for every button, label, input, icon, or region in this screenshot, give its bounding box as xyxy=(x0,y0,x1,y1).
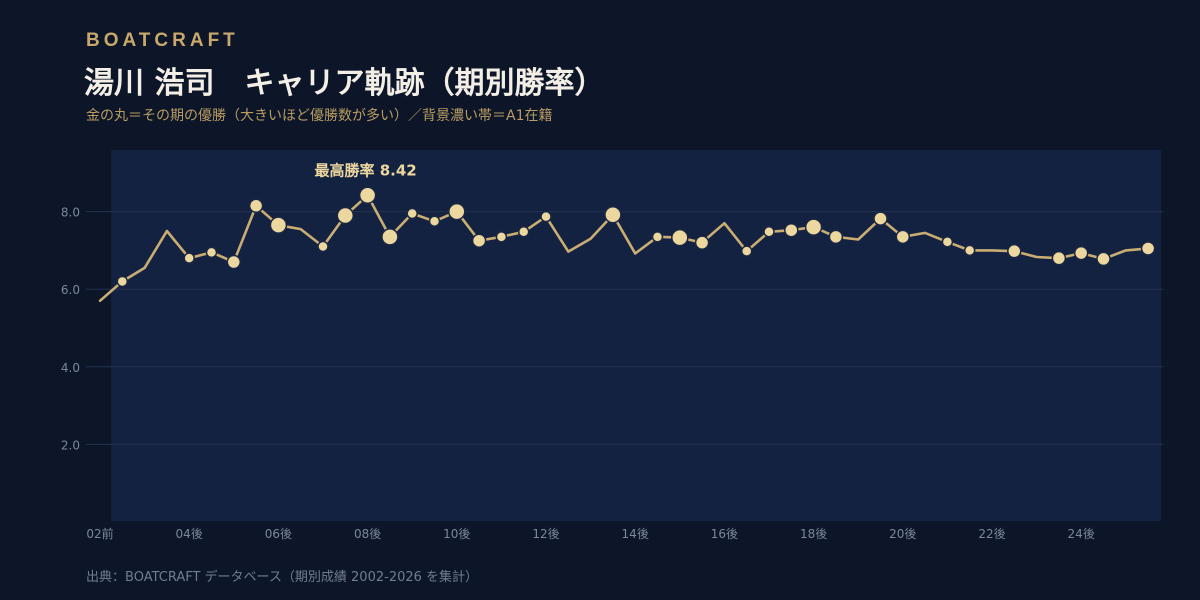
a1-band-layer xyxy=(111,150,1161,521)
championship-marker xyxy=(763,226,775,238)
x-tick-label: 06後 xyxy=(265,527,292,541)
championship-marker xyxy=(428,215,441,228)
a1-band xyxy=(111,150,1161,521)
brand-label: BOATCRAFT xyxy=(86,30,239,51)
y-tick-label: 4.0 xyxy=(61,361,80,375)
championship-marker xyxy=(1140,241,1156,256)
chart-title: 湯川 浩司 キャリア軌跡（期別勝率） xyxy=(84,66,605,101)
championship-marker xyxy=(226,254,242,270)
championship-marker-layer xyxy=(116,186,1156,288)
x-tick-label: 10後 xyxy=(443,527,470,541)
championship-marker xyxy=(740,245,753,257)
championship-marker xyxy=(828,229,844,245)
championship-marker xyxy=(540,210,552,223)
championship-marker xyxy=(963,244,976,257)
x-tick-label: 18後 xyxy=(800,527,827,541)
source-note: 出典：BOATCRAFT データベース（期別成績 2002-2026 を集計） xyxy=(86,570,479,585)
championship-marker xyxy=(1096,251,1111,267)
axis-label-layer: 2.0 4.0 6.0 8.0 02前 04後 06後 08後 10後 12後 14後 16後 18後 2… xyxy=(61,161,1095,541)
x-tick-label: 24後 xyxy=(1068,527,1095,541)
championship-marker xyxy=(1051,250,1067,266)
championship-marker xyxy=(116,275,129,288)
x-tick-label: 14後 xyxy=(622,527,649,541)
x-tick-label: 16後 xyxy=(711,527,738,541)
peak-annotation: 最高勝率 8.42 xyxy=(314,161,416,179)
championship-marker xyxy=(183,252,195,264)
championship-marker xyxy=(336,206,355,225)
championship-marker xyxy=(873,211,888,226)
y-tick-label: 8.0 xyxy=(61,206,80,220)
championship-marker xyxy=(1073,245,1089,261)
championship-marker xyxy=(694,235,710,250)
championship-marker xyxy=(205,246,218,259)
x-tick-label: 08後 xyxy=(354,527,381,541)
grid-layer xyxy=(86,211,1163,445)
x-tick-label: 12後 xyxy=(532,527,559,541)
x-tick-label: 04後 xyxy=(176,527,203,541)
championship-marker xyxy=(495,231,508,243)
championship-marker xyxy=(804,218,823,236)
x-tick-label: 22後 xyxy=(978,527,1005,541)
championship-marker xyxy=(895,229,911,245)
championship-marker xyxy=(248,198,264,214)
championship-marker xyxy=(517,226,530,238)
championship-marker xyxy=(471,233,487,248)
championship-marker xyxy=(1007,243,1022,259)
championship-marker xyxy=(784,222,799,238)
championship-marker xyxy=(651,231,664,243)
x-tick-label: 02前 xyxy=(86,526,113,541)
chart-subtitle: 金の丸＝その期の優勝（大きいほど優勝数が多い）／背景濃い帯＝A1在籍 xyxy=(86,108,553,124)
championship-marker xyxy=(317,240,329,253)
championship-marker xyxy=(941,236,954,248)
championship-marker xyxy=(358,186,377,205)
championship-marker xyxy=(269,216,288,234)
y-tick-label: 6.0 xyxy=(61,283,80,297)
y-tick-label: 2.0 xyxy=(61,438,80,452)
championship-marker xyxy=(671,228,689,247)
championship-marker xyxy=(448,202,466,221)
x-tick-label: 20後 xyxy=(889,527,916,541)
championship-marker xyxy=(381,228,399,246)
championship-marker xyxy=(604,205,622,224)
championship-marker xyxy=(406,207,418,220)
